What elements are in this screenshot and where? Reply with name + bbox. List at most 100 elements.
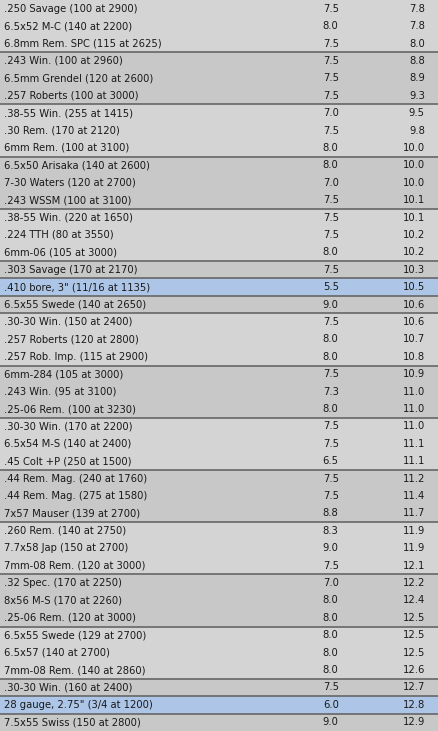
Bar: [0, 0, 438, 18]
Text: 8.0: 8.0: [323, 334, 339, 344]
Text: 7.5: 7.5: [323, 265, 339, 275]
Bar: [0, 366, 438, 383]
Text: 10.2: 10.2: [403, 247, 425, 257]
Text: 6mm-284 (105 at 3000): 6mm-284 (105 at 3000): [4, 369, 123, 379]
Text: .250 Savage (100 at 2900): .250 Savage (100 at 2900): [4, 4, 137, 14]
Text: 8.0: 8.0: [323, 247, 339, 257]
Text: .25-06 Rem. (100 at 3230): .25-06 Rem. (100 at 3230): [4, 404, 135, 414]
Text: 8.0: 8.0: [323, 21, 339, 31]
Text: 8x56 M-S (170 at 2260): 8x56 M-S (170 at 2260): [4, 596, 121, 605]
Text: 6.8mm Rem. SPC (115 at 2625): 6.8mm Rem. SPC (115 at 2625): [4, 39, 161, 48]
Text: 6.5x50 Arisaka (140 at 2600): 6.5x50 Arisaka (140 at 2600): [4, 160, 149, 170]
Text: 7.5: 7.5: [323, 491, 339, 501]
Bar: [0, 662, 438, 679]
Text: 7.0: 7.0: [323, 578, 339, 588]
Text: 12.9: 12.9: [403, 717, 425, 727]
Text: .25-06 Rem. (120 at 3000): .25-06 Rem. (120 at 3000): [4, 613, 135, 623]
Bar: [0, 156, 438, 174]
Text: 8.0: 8.0: [323, 143, 339, 153]
Text: 8.0: 8.0: [323, 665, 339, 675]
Text: 6.0: 6.0: [323, 700, 339, 710]
Text: 7x57 Mauser (139 at 2700): 7x57 Mauser (139 at 2700): [4, 509, 140, 518]
Text: .257 Roberts (120 at 2800): .257 Roberts (120 at 2800): [4, 334, 138, 344]
Text: 8.0: 8.0: [323, 648, 339, 658]
Text: 8.0: 8.0: [409, 39, 425, 48]
Text: 8.0: 8.0: [323, 613, 339, 623]
Text: 12.4: 12.4: [403, 596, 425, 605]
Bar: [0, 452, 438, 470]
Text: 12.8: 12.8: [403, 700, 425, 710]
Text: .38-55 Win. (255 at 1415): .38-55 Win. (255 at 1415): [4, 108, 133, 118]
Text: 10.7: 10.7: [403, 334, 425, 344]
Bar: [0, 557, 438, 575]
Text: 8.0: 8.0: [323, 630, 339, 640]
Bar: [0, 575, 438, 592]
Text: 12.5: 12.5: [403, 630, 425, 640]
Text: 7.7x58 Jap (150 at 2700): 7.7x58 Jap (150 at 2700): [4, 543, 128, 553]
Text: 7.5: 7.5: [323, 474, 339, 484]
Text: 8.0: 8.0: [323, 352, 339, 362]
Text: .303 Savage (170 at 2170): .303 Savage (170 at 2170): [4, 265, 137, 275]
Text: 7.0: 7.0: [323, 108, 339, 118]
Bar: [0, 209, 438, 227]
Text: 7.8: 7.8: [409, 4, 425, 14]
Text: 10.8: 10.8: [403, 352, 425, 362]
Text: 12.5: 12.5: [403, 648, 425, 658]
Bar: [0, 139, 438, 156]
Bar: [0, 69, 438, 87]
Text: 7.5: 7.5: [323, 213, 339, 222]
Text: 6.5x57 (140 at 2700): 6.5x57 (140 at 2700): [4, 648, 110, 658]
Text: 12.1: 12.1: [403, 561, 425, 571]
Text: 7.0: 7.0: [323, 178, 339, 188]
Bar: [0, 243, 438, 261]
Bar: [0, 35, 438, 52]
Text: 7.5x55 Swiss (150 at 2800): 7.5x55 Swiss (150 at 2800): [4, 717, 140, 727]
Text: 7.5: 7.5: [323, 73, 339, 83]
Text: 7.3: 7.3: [323, 387, 339, 397]
Bar: [0, 609, 438, 626]
Text: 5.5: 5.5: [323, 282, 339, 292]
Text: 7mm-08 Rem. (120 at 3000): 7mm-08 Rem. (120 at 3000): [4, 561, 145, 571]
Text: 11.9: 11.9: [403, 526, 425, 536]
Text: 6mm Rem. (100 at 3100): 6mm Rem. (100 at 3100): [4, 143, 129, 153]
Text: 9.3: 9.3: [409, 91, 425, 101]
Text: 7.8: 7.8: [409, 21, 425, 31]
Bar: [0, 383, 438, 401]
Text: 10.1: 10.1: [403, 213, 425, 222]
Bar: [0, 713, 438, 731]
Bar: [0, 696, 438, 713]
Text: .224 TTH (80 at 3550): .224 TTH (80 at 3550): [4, 230, 113, 240]
Text: 10.5: 10.5: [403, 282, 425, 292]
Bar: [0, 18, 438, 35]
Text: .410 bore, 3" (11/16 at 1135): .410 bore, 3" (11/16 at 1135): [4, 282, 150, 292]
Text: 6.5mm Grendel (120 at 2600): 6.5mm Grendel (120 at 2600): [4, 73, 153, 83]
Text: 10.9: 10.9: [403, 369, 425, 379]
Text: 11.0: 11.0: [403, 421, 425, 431]
Text: 9.5: 9.5: [409, 108, 425, 118]
Text: 11.9: 11.9: [403, 543, 425, 553]
Text: .45 Colt +P (250 at 1500): .45 Colt +P (250 at 1500): [4, 456, 131, 466]
Text: .243 Win. (95 at 3100): .243 Win. (95 at 3100): [4, 387, 116, 397]
Text: .32 Spec. (170 at 2250): .32 Spec. (170 at 2250): [4, 578, 121, 588]
Bar: [0, 105, 438, 122]
Text: 8.8: 8.8: [323, 509, 339, 518]
Bar: [0, 52, 438, 69]
Bar: [0, 488, 438, 504]
Bar: [0, 401, 438, 417]
Bar: [0, 87, 438, 105]
Text: 12.2: 12.2: [403, 578, 425, 588]
Text: 28 gauge, 2.75" (3/4 at 1200): 28 gauge, 2.75" (3/4 at 1200): [4, 700, 152, 710]
Text: 7.5: 7.5: [323, 230, 339, 240]
Bar: [0, 644, 438, 662]
Text: 12.7: 12.7: [403, 683, 425, 692]
Text: 7.5: 7.5: [323, 683, 339, 692]
Text: 7.5: 7.5: [323, 195, 339, 205]
Text: 7.5: 7.5: [323, 561, 339, 571]
Text: 10.0: 10.0: [403, 178, 425, 188]
Text: 9.0: 9.0: [323, 717, 339, 727]
Text: 12.6: 12.6: [403, 665, 425, 675]
Text: 11.0: 11.0: [403, 404, 425, 414]
Text: 7.5: 7.5: [323, 421, 339, 431]
Text: .243 WSSM (100 at 3100): .243 WSSM (100 at 3100): [4, 195, 131, 205]
Bar: [0, 348, 438, 366]
